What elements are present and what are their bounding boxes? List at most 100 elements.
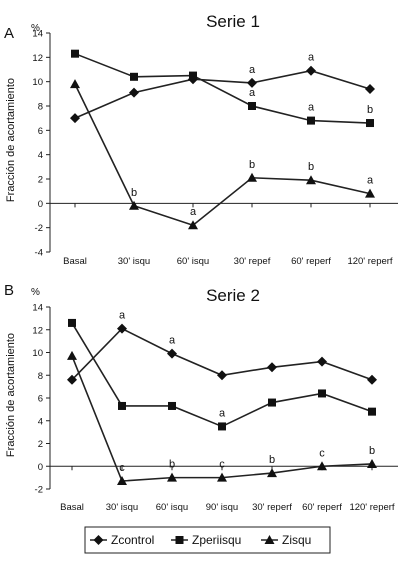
significance-label: c (119, 462, 125, 474)
legend-marker-zperiisqu (175, 536, 184, 544)
data-point-zperiisqu (368, 407, 376, 416)
data-point-zisqu (117, 476, 127, 486)
data-point-zcontrol (67, 374, 77, 385)
legend-label: Zperiisqu (192, 533, 241, 547)
x-tick-label: 120' reperf (347, 256, 392, 267)
significance-label: a (249, 87, 256, 99)
data-point-zisqu (317, 461, 327, 471)
y-tick-label: 6 (38, 394, 43, 405)
data-point-zcontrol (306, 65, 316, 76)
data-point-zcontrol (70, 113, 80, 124)
data-point-zcontrol (317, 356, 327, 367)
chart-title: Serie 2 (206, 286, 260, 305)
x-tick-label: 120' reperf (349, 502, 394, 513)
data-point-zperiisqu (307, 116, 315, 125)
x-tick-label: 30' isqu (118, 256, 150, 267)
y-tick-label: 2 (38, 439, 43, 450)
data-point-zperiisqu (268, 398, 276, 407)
significance-label: a (249, 64, 256, 76)
data-point-zcontrol (267, 362, 277, 373)
y-tick-label: 4 (38, 150, 43, 161)
significance-label: a (367, 175, 374, 187)
significance-label: b (308, 161, 314, 173)
y-tick-label: 8 (38, 371, 43, 382)
y-tick-label: 12 (32, 325, 43, 336)
legend-label: Zcontrol (111, 533, 154, 547)
y-tick-label: 14 (32, 303, 43, 314)
legend-marker-zisqu (264, 535, 275, 544)
data-point-zperiisqu (366, 119, 374, 128)
data-point-zisqu (129, 200, 139, 210)
data-point-zcontrol (167, 348, 177, 359)
data-point-zisqu (70, 79, 80, 89)
significance-label: c (319, 447, 325, 459)
chart-panel-b: Serie 2 B % Fracción de acortamiento -2 0 2 4 6 8… (4, 282, 398, 513)
data-point-zisqu (167, 472, 177, 482)
data-point-zperiisqu (118, 401, 126, 410)
data-point-zperiisqu (130, 72, 138, 81)
y-tick-label: -2 (35, 485, 43, 496)
data-point-zisqu (365, 188, 375, 198)
significance-label: b (269, 454, 275, 466)
legend-marker-zcontrol (93, 535, 104, 545)
y-tick-label: 8 (38, 102, 43, 113)
y-axis-label: Fracción de acortamiento (5, 78, 17, 202)
x-tick-label: 60' reperf (291, 256, 331, 267)
legend-label: Zisqu (282, 533, 311, 547)
x-tick-label: Basal (63, 256, 87, 267)
significance-label: c (219, 459, 225, 471)
data-point-zcontrol (117, 323, 127, 334)
series-line-zperiisqu (74, 52, 371, 124)
x-tick-label: 30' repef (234, 256, 271, 267)
x-tick-label: 90' isqu (206, 502, 238, 513)
significance-label: b (249, 159, 255, 171)
legend-box (84, 526, 331, 554)
significance-label: a (169, 335, 176, 347)
series-line-zcontrol (74, 69, 371, 119)
x-tick-label: 30' isqu (106, 502, 138, 513)
data-point-zisqu (247, 172, 257, 182)
data-point-zcontrol (367, 374, 377, 385)
y-tick-label: 0 (38, 462, 43, 473)
significance-label: b (367, 104, 373, 116)
data-point-zperiisqu (248, 102, 256, 110)
y-tick-label: 0 (38, 199, 43, 210)
y-tick-label: 10 (32, 77, 43, 88)
y-tick-label: 4 (38, 416, 43, 427)
significance-label: b (131, 187, 137, 199)
significance-label: a (219, 407, 226, 419)
data-point-zcontrol (365, 83, 375, 94)
data-point-zperiisqu (168, 401, 176, 410)
significance-label: a (308, 102, 315, 114)
y-tick-label: 2 (38, 175, 43, 186)
y-tick-label: 14 (32, 29, 43, 40)
significance-label: b (169, 459, 175, 471)
data-point-zisqu (217, 472, 227, 482)
data-point-zperiisqu (71, 49, 79, 58)
data-point-zisqu (267, 468, 277, 478)
significance-label: a (190, 206, 197, 218)
data-point-zperiisqu (218, 422, 226, 431)
x-tick-label: 30' reperf (252, 502, 292, 513)
x-tick-label: 60' reperf (302, 502, 342, 513)
data-point-zisqu (367, 458, 377, 468)
unit-label: % (31, 23, 40, 34)
data-point-zperiisqu (68, 318, 76, 327)
significance-label: a (119, 310, 126, 322)
data-point-zcontrol (217, 370, 227, 381)
series-line-zisqu (74, 83, 371, 227)
panel-letter: B (4, 282, 14, 299)
y-tick-label: 6 (38, 126, 43, 137)
unit-label: % (31, 287, 40, 298)
legend: Zcontrol Zperiisqu Zisqu (84, 526, 331, 554)
data-point-zcontrol (129, 87, 139, 98)
panel-letter: A (4, 25, 14, 42)
data-point-zisqu (306, 175, 316, 185)
chart-title: Serie 1 (206, 12, 260, 31)
data-point-zisqu (67, 350, 77, 360)
y-tick-label: -4 (35, 248, 43, 259)
significance-label: b (369, 445, 375, 457)
y-tick-label: -2 (35, 223, 43, 234)
data-point-zcontrol (247, 77, 257, 88)
